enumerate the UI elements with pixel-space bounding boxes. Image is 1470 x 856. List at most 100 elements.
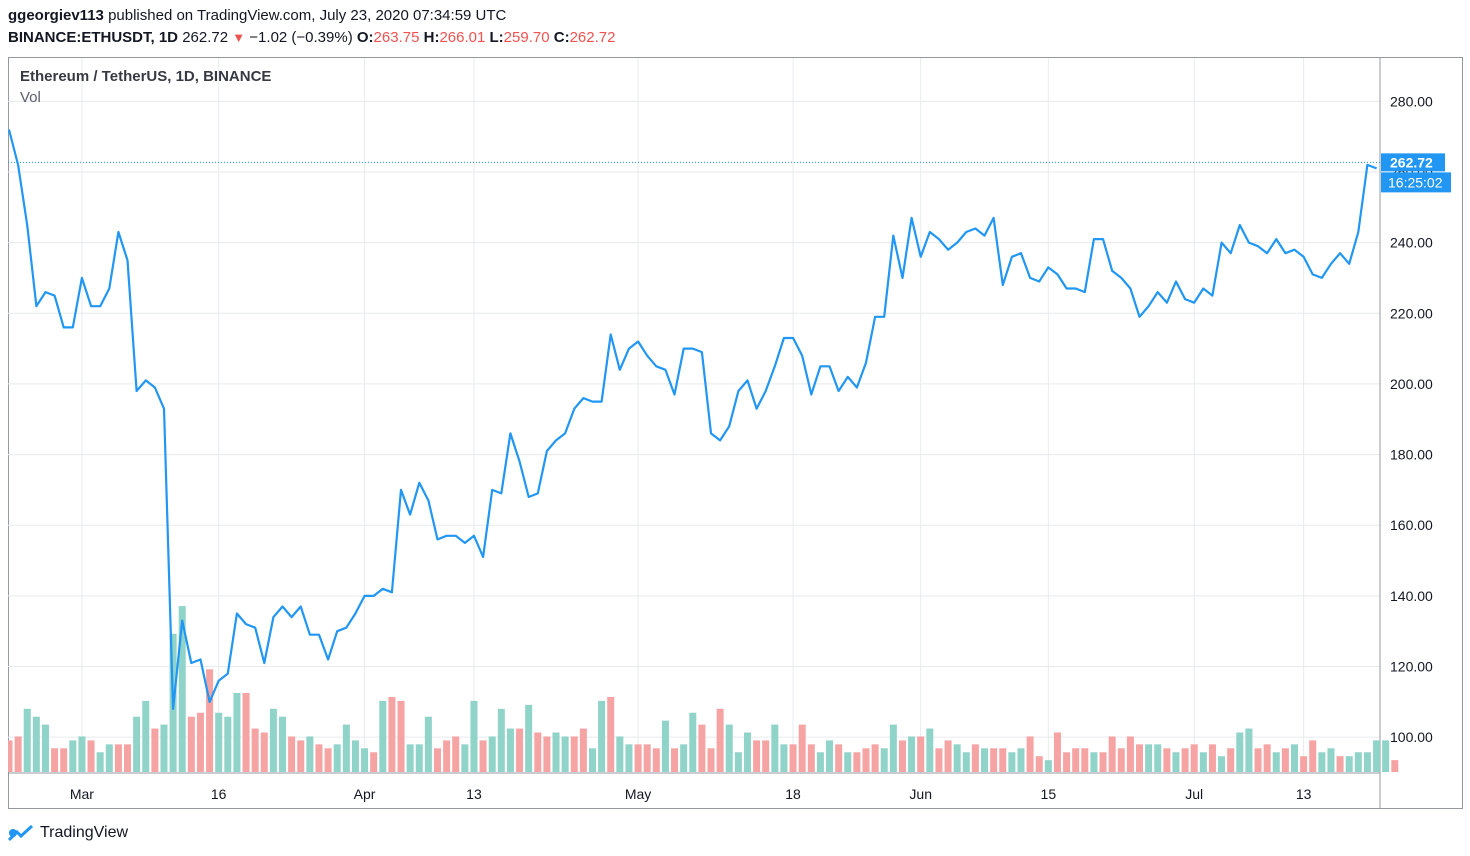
volume-bar bbox=[324, 748, 332, 772]
volume-bar bbox=[233, 693, 241, 772]
volume-bar bbox=[506, 728, 514, 772]
publish-header: ggeorgiev113 published on TradingView.co… bbox=[8, 6, 506, 26]
volume-bar bbox=[643, 744, 651, 772]
volume-bar bbox=[260, 732, 268, 772]
volume-bar bbox=[1190, 744, 1198, 772]
volume-bar bbox=[342, 724, 350, 772]
volume-bar bbox=[807, 744, 815, 772]
volume-bar bbox=[279, 716, 287, 772]
volume-bar bbox=[762, 740, 770, 772]
volume-bar bbox=[1154, 744, 1162, 772]
volume-bar bbox=[588, 748, 596, 772]
volume-bar bbox=[625, 744, 633, 772]
volume-bar bbox=[634, 744, 642, 772]
volume-bar bbox=[707, 748, 715, 772]
volume-bar bbox=[689, 712, 697, 772]
volume-bar bbox=[1035, 756, 1043, 772]
x-tick-label: Apr bbox=[354, 786, 376, 802]
volume-bar bbox=[215, 712, 223, 772]
volume-bar bbox=[1199, 752, 1207, 772]
volume-bar bbox=[297, 740, 305, 772]
volume-bar bbox=[151, 728, 159, 772]
price-tag-box bbox=[1381, 153, 1445, 172]
volume-bar bbox=[1090, 752, 1098, 772]
volume-bar bbox=[1391, 760, 1399, 772]
volume-bar bbox=[570, 736, 578, 772]
volume-bar bbox=[525, 704, 533, 772]
low-label: L: bbox=[489, 29, 504, 46]
volume-bar bbox=[1099, 752, 1107, 772]
down-arrow-icon: ▼ bbox=[232, 30, 246, 45]
volume-bar bbox=[1245, 728, 1253, 772]
volume-bar bbox=[470, 700, 478, 772]
volume-bar bbox=[388, 696, 396, 772]
volume-bar bbox=[1108, 736, 1116, 772]
volume-bar bbox=[1172, 752, 1180, 772]
volume-bar bbox=[196, 712, 204, 772]
volume-bar bbox=[23, 708, 31, 772]
y-tick-label: 180.00 bbox=[1390, 447, 1433, 463]
volume-bar bbox=[424, 716, 432, 772]
volume-bar bbox=[880, 748, 888, 772]
volume-bar bbox=[734, 752, 742, 772]
last-price: 262.72 bbox=[182, 29, 229, 46]
y-tick-label: 280.00 bbox=[1390, 93, 1433, 109]
volume-bar bbox=[497, 708, 505, 772]
volume-bar bbox=[187, 716, 195, 772]
x-tick-label: 13 bbox=[466, 786, 482, 802]
volume-bar bbox=[60, 748, 68, 772]
volume-bar bbox=[898, 740, 906, 772]
volume-bar bbox=[479, 740, 487, 772]
volume-bar bbox=[725, 724, 733, 772]
volume-bar bbox=[1281, 748, 1289, 772]
volume-bar bbox=[816, 752, 824, 772]
volume-bar bbox=[415, 744, 423, 772]
volume-bar bbox=[1017, 748, 1025, 772]
tradingview-logo-icon bbox=[8, 824, 34, 842]
volume-bar bbox=[1126, 736, 1134, 772]
volume-bar bbox=[908, 736, 916, 772]
volume-bar bbox=[543, 736, 551, 772]
volume-bar bbox=[160, 724, 168, 772]
volume-bar bbox=[142, 700, 150, 772]
y-tick-label: 100.00 bbox=[1390, 729, 1433, 745]
volume-bar bbox=[1318, 752, 1326, 772]
author-name[interactable]: ggeorgiev113 bbox=[8, 7, 104, 24]
volume-bar bbox=[598, 700, 606, 772]
volume-bar bbox=[361, 748, 369, 772]
volume-bar bbox=[962, 752, 970, 772]
volume-bar bbox=[1053, 732, 1061, 772]
volume-bar bbox=[771, 724, 779, 772]
volume-bar bbox=[1382, 740, 1390, 772]
volume-bar bbox=[397, 700, 405, 772]
x-tick-label: 15 bbox=[1041, 786, 1057, 802]
volume-bar bbox=[1254, 748, 1262, 772]
y-tick-label: 140.00 bbox=[1390, 588, 1433, 604]
volume-bar bbox=[1181, 748, 1189, 772]
volume-bar bbox=[87, 740, 95, 772]
price-tag-label: 262.72 bbox=[1390, 154, 1433, 170]
legend-volume: Vol bbox=[20, 89, 41, 106]
volume-bar bbox=[8, 740, 13, 772]
price-line[interactable] bbox=[8, 129, 1377, 711]
volume-bar bbox=[826, 740, 834, 772]
volume-bar bbox=[133, 716, 141, 772]
volume-bar bbox=[753, 740, 761, 772]
volume-bar bbox=[452, 736, 460, 772]
volume-bar bbox=[443, 740, 451, 772]
ohlc-bar: BINANCE:ETHUSDT, 1D 262.72 ▼ −1.02 (−0.3… bbox=[8, 28, 615, 48]
price-chart[interactable]: 280.00260.00240.00220.00200.00180.00160.… bbox=[8, 57, 1463, 809]
volume-bar bbox=[1300, 756, 1308, 772]
volume-bar bbox=[680, 744, 688, 772]
volume-bar bbox=[780, 744, 788, 772]
volume-bar bbox=[835, 744, 843, 772]
x-tick-label: 13 bbox=[1296, 786, 1312, 802]
tradingview-brand[interactable]: TradingView bbox=[40, 824, 129, 841]
volume-bar bbox=[944, 740, 952, 772]
volume-bar bbox=[333, 744, 341, 772]
volume-bar bbox=[1026, 736, 1034, 772]
x-tick-label: Jul bbox=[1185, 786, 1203, 802]
volume-bar bbox=[41, 724, 49, 772]
volume-bar bbox=[607, 696, 615, 772]
volume-bar bbox=[862, 748, 870, 772]
